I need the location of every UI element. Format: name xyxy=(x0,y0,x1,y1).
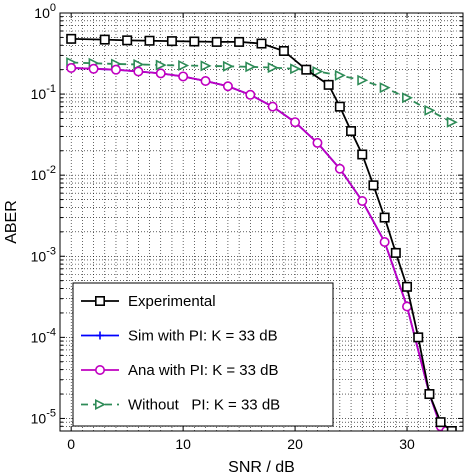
data-point xyxy=(122,35,133,46)
data-point xyxy=(245,89,256,100)
x-tick-label: 30 xyxy=(399,436,415,452)
y-tick-label: 10-3 xyxy=(31,245,56,264)
data-point xyxy=(368,180,379,191)
data-point xyxy=(96,331,104,340)
data-point xyxy=(200,60,212,72)
legend-item: Sim with PI: K = 33 dB xyxy=(81,328,278,345)
data-point xyxy=(133,66,144,77)
series-ana-with-pi-k-33-db xyxy=(66,62,452,431)
y-tick-label: 10-2 xyxy=(31,164,56,183)
data-point xyxy=(390,247,401,258)
legend-item: Ana with PI: K = 33 dB xyxy=(81,362,279,379)
legend-item: Experimental xyxy=(81,293,216,310)
data-point xyxy=(211,36,222,47)
data-point xyxy=(334,163,345,174)
legend-label: Sim with PI: K = 33 dB xyxy=(128,328,278,345)
x-tick-label: 20 xyxy=(287,436,303,452)
data-point xyxy=(95,399,106,410)
data-point xyxy=(379,82,391,94)
data-point xyxy=(66,62,77,73)
data-point xyxy=(435,417,446,428)
data-point xyxy=(166,36,177,47)
data-point xyxy=(402,281,413,292)
y-tick-label: 10-4 xyxy=(31,326,56,345)
data-point xyxy=(334,69,346,81)
data-point xyxy=(245,61,257,73)
data-point xyxy=(446,116,458,128)
legend: Experimental Sim with PI: K = 33 dB Ana wi… xyxy=(72,282,334,427)
data-point xyxy=(413,332,424,343)
data-point xyxy=(234,36,245,47)
data-point xyxy=(290,63,302,75)
legend-label: Without PI: K = 33 dB xyxy=(128,397,280,414)
x-tick-label: 10 xyxy=(175,436,191,452)
data-point xyxy=(189,36,200,47)
legend-item: Without PI: K = 33 dB xyxy=(81,397,280,414)
data-point xyxy=(200,76,211,87)
data-point xyxy=(402,92,414,104)
data-point xyxy=(95,364,106,375)
data-point xyxy=(278,45,289,56)
series-without-pi-k-33-db xyxy=(66,57,458,128)
y-tick-labels: 100 10-1 10-2 10-3 10-4 10-5 xyxy=(31,2,56,426)
legend-box xyxy=(72,282,334,427)
data-point xyxy=(357,149,368,160)
data-point xyxy=(95,295,106,306)
data-point xyxy=(424,104,436,116)
data-point xyxy=(222,81,233,92)
y-axis-label: ABER xyxy=(3,200,20,244)
series-experimental xyxy=(66,33,457,431)
data-point xyxy=(357,196,368,207)
data-point xyxy=(334,101,345,112)
data-point xyxy=(379,212,390,223)
data-point xyxy=(99,34,110,45)
data-point xyxy=(312,137,323,148)
data-point xyxy=(110,64,121,75)
data-point xyxy=(178,60,190,72)
data-point xyxy=(88,63,99,74)
data-point xyxy=(144,35,155,46)
series-layer xyxy=(66,33,458,431)
data-point xyxy=(357,74,369,86)
y-tick-label: 100 xyxy=(34,2,56,21)
data-point xyxy=(155,68,166,79)
x-axis-label: SNR / dB xyxy=(228,459,295,475)
data-point xyxy=(267,101,278,112)
data-point xyxy=(256,38,267,49)
data-point xyxy=(323,79,334,90)
data-point xyxy=(267,62,279,74)
data-point xyxy=(379,236,390,247)
data-point xyxy=(178,71,189,82)
data-point xyxy=(222,60,234,72)
data-point xyxy=(290,117,301,128)
plot-frame xyxy=(59,12,464,432)
data-point xyxy=(424,389,435,400)
data-point xyxy=(301,64,312,75)
x-tick-labels: 0 10 20 30 xyxy=(67,436,415,452)
data-point xyxy=(155,59,167,71)
y-tick-label: 10-5 xyxy=(31,407,56,426)
tick-marks xyxy=(60,12,463,432)
y-tick-label: 10-1 xyxy=(31,83,56,102)
data-point xyxy=(346,126,357,137)
legend-label: Ana with PI: K = 33 dB xyxy=(128,362,279,379)
data-point xyxy=(66,33,77,44)
data-point xyxy=(312,65,324,77)
legend-label: Experimental xyxy=(128,293,216,310)
x-tick-label: 0 xyxy=(67,436,75,452)
